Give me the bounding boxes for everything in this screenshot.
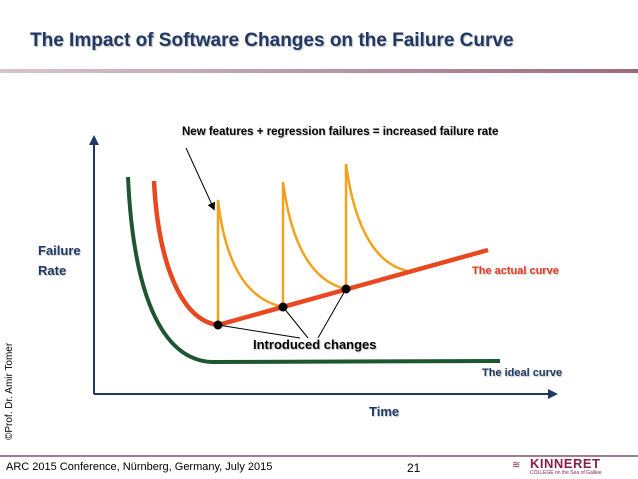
page-number: 21 — [407, 461, 421, 475]
logo-subtitle: COLLEGE on the Sea of Galilee — [530, 470, 602, 476]
pointer-line-3 — [317, 288, 347, 339]
y-axis-label: Failure Rate — [38, 241, 81, 281]
spike-curve-1 — [216, 199, 284, 325]
ideal-curve — [126, 176, 501, 365]
logo-wave-icon: ≋ — [512, 460, 521, 471]
spike-curve-2 — [281, 181, 347, 307]
y-axis-label-line1: Failure — [38, 243, 81, 258]
pointer-line-1 — [217, 324, 301, 339]
ideal-curve-label: The ideal curve — [482, 367, 563, 379]
actual-curve-label: The actual curve — [472, 265, 559, 277]
introduced-changes-label: Introduced changes — [253, 337, 377, 352]
footer-divider — [0, 455, 638, 457]
title-divider — [0, 69, 638, 73]
actual-curve — [151, 180, 489, 328]
formula-arrow — [185, 147, 215, 211]
spike-curve-3 — [344, 163, 409, 289]
logo-word: KINNERET — [530, 456, 601, 471]
formula-annotation: New features + regression failures = inc… — [182, 126, 499, 138]
kinneret-logo: ≋ KINNERET COLLEGE on the Sea of Galilee — [512, 456, 630, 478]
y-axis-label-line2: Rate — [38, 263, 67, 278]
x-axis-label: Time — [369, 404, 400, 419]
conference-footer: ARC 2015 Conference, Nürnberg, Germany, … — [6, 461, 273, 473]
pointer-line-2 — [282, 306, 309, 339]
author-credit: ©Prof. Dr. Amir Tomer — [4, 342, 15, 440]
slide-title: The Impact of Software Changes on the Fa… — [30, 30, 514, 51]
